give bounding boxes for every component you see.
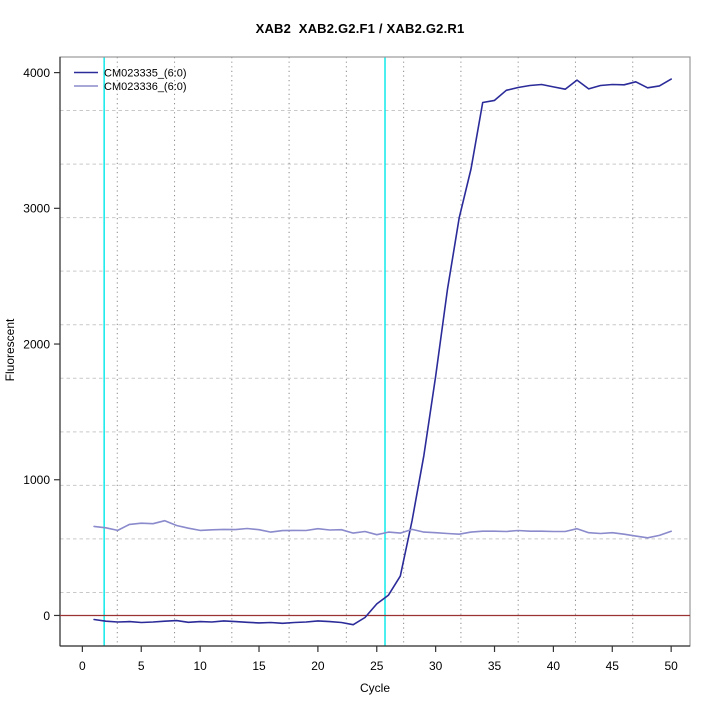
x-tick-label: 10 [193, 659, 207, 673]
legend-label: CM023335_(6:0) [104, 68, 187, 80]
x-tick-label: 5 [138, 659, 145, 673]
x-tick-label: 45 [606, 659, 620, 673]
x-tick-labels: 0 5 10 15 20 25 30 35 40 45 50 [79, 659, 678, 673]
y-tick-label: 2000 [23, 337, 50, 351]
x-tick-label: 50 [664, 659, 678, 673]
x-tick-label: 20 [311, 659, 325, 673]
x-tick-label: 30 [429, 659, 443, 673]
legend: CM023335_(6:0)CM023336_(6:0) [74, 68, 187, 93]
x-axis-label: Cycle [359, 681, 390, 695]
series-line-CM023336_(6:0) [93, 519, 673, 539]
chart-title: XAB2 XAB2.G2.F1 / XAB2.G2.R1 [255, 21, 465, 36]
y-tick-label: 0 [43, 609, 50, 623]
y-tick-labels: 0 1000 2000 3000 4000 [23, 66, 50, 623]
series-line-CM023335_(6:0) [93, 78, 673, 626]
y-tick-label: 4000 [23, 66, 50, 80]
legend-label: CM023336_(6:0) [104, 81, 187, 93]
x-tick-label: 25 [370, 659, 384, 673]
y-tick-label: 3000 [23, 202, 50, 216]
x-tick-label: 35 [488, 659, 502, 673]
grid [60, 57, 690, 646]
x-tick-label: 0 [79, 659, 86, 673]
y-tick-label: 1000 [23, 473, 50, 487]
panel-border [59, 56, 691, 647]
x-tick-label: 15 [252, 659, 266, 673]
x-tick-label: 40 [547, 659, 561, 673]
